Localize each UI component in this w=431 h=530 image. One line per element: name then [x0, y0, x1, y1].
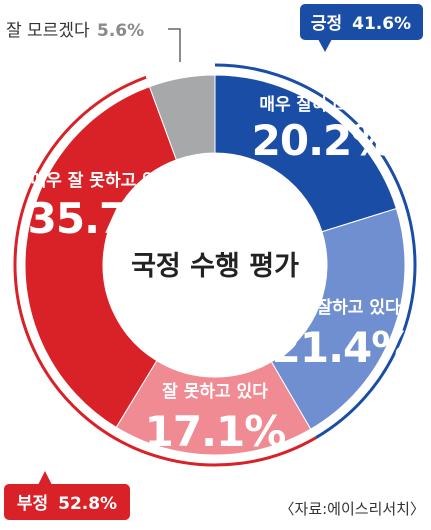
label-bad: 잘 못하고 있다 — [162, 381, 268, 402]
dont-know-value: 5.6% — [97, 21, 144, 41]
negative-group-ring — [13, 75, 317, 467]
positive-callout-pointer — [318, 39, 332, 52]
negative-value: 52.8% — [58, 494, 117, 514]
donut-slices — [24, 74, 406, 456]
positive-group-ring — [214, 63, 417, 440]
pct-somewhat-good: 21.4% — [272, 323, 413, 372]
label-very-good: 매우 잘하고 있다 — [259, 94, 381, 115]
donut-hole — [103, 153, 327, 377]
negative-callout-text: 부정 52.8% — [17, 494, 117, 514]
positive-callout-text: 긍정 41.6% — [311, 14, 411, 34]
dont-know-callout: 잘 모르겠다 5.6% — [6, 21, 144, 41]
positive-value: 41.6% — [352, 14, 411, 34]
dont-know-leader-line — [168, 28, 181, 62]
pct-very-bad: 35.7% — [28, 194, 169, 243]
negative-callout-pointer — [38, 471, 52, 485]
positive-callout-box — [300, 4, 423, 40]
negative-label: 부정 — [17, 494, 48, 514]
positive-label: 긍정 — [311, 14, 342, 34]
label-very-bad: 매우 잘 못하고 있다 — [31, 170, 174, 191]
pct-bad: 17.1% — [145, 407, 286, 456]
negative-callout-box — [4, 484, 130, 520]
pct-very-good: 20.2% — [252, 116, 393, 165]
dont-know-label: 잘 모르겠다 — [6, 21, 90, 41]
source-credit: 〈자료:에이스리서치〉 — [280, 500, 425, 518]
label-somewhat-good: 다소 잘하고 있다 — [279, 297, 401, 318]
chart-title: 국정 수행 평가 — [131, 251, 299, 282]
